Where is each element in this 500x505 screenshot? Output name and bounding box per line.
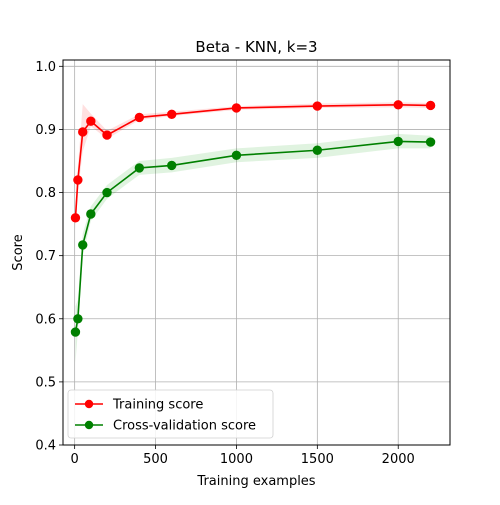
legend-label: Training score xyxy=(112,398,203,413)
axis-ticks: 0 500 1000 1500 2000 0.4 0.5 0.6 0.7 0.8 0.9 1.0 xyxy=(35,60,414,467)
point-series-1 xyxy=(231,150,242,161)
point-series-1 xyxy=(312,145,323,155)
point-series-1 xyxy=(167,160,177,171)
point-series-1 xyxy=(393,136,403,147)
y-tick-label: 0.6 xyxy=(35,312,56,327)
point-series-0 xyxy=(167,109,177,119)
y-tick-label: 0.9 xyxy=(35,123,56,138)
point-series-0 xyxy=(102,130,112,140)
grid xyxy=(63,60,450,446)
point-series-0 xyxy=(425,100,436,111)
point-series-0 xyxy=(231,103,242,113)
point-series-0 xyxy=(70,213,81,223)
point-series-1 xyxy=(86,209,96,219)
x-tick-label: 1000 xyxy=(220,452,253,467)
x-tick-label: 0 xyxy=(71,452,79,467)
point-series-1 xyxy=(425,137,436,147)
point-series-1 xyxy=(70,327,81,337)
legend-label: Cross-validation score xyxy=(113,419,256,434)
y-axis-label: Score xyxy=(11,234,26,270)
y-tick-label: 0.8 xyxy=(35,186,56,201)
point-series-0 xyxy=(86,116,96,126)
point-series-0 xyxy=(78,127,88,137)
series-points xyxy=(70,100,436,337)
y-tick-label: 0.4 xyxy=(35,439,56,454)
point-series-1 xyxy=(102,187,112,198)
point-series-0 xyxy=(73,175,83,185)
point-series-1 xyxy=(134,163,145,173)
x-tick-label: 1500 xyxy=(301,452,334,467)
plot-frame xyxy=(62,59,451,446)
point-series-0 xyxy=(134,112,145,123)
point-series-0 xyxy=(312,101,323,111)
x-tick-label: 500 xyxy=(143,452,168,467)
y-tick-label: 0.7 xyxy=(35,249,56,264)
legend-box xyxy=(67,389,274,439)
x-axis-label: Training examples xyxy=(196,474,315,489)
point-series-1 xyxy=(73,314,83,324)
legend: Training score Cross-validation score xyxy=(67,389,274,439)
y-tick-label: 0.5 xyxy=(35,375,56,390)
point-series-1 xyxy=(78,240,88,250)
point-series-0 xyxy=(393,100,403,110)
chart-title: Beta - KNN, k=3 xyxy=(195,38,317,56)
y-tick-label: 1.0 xyxy=(35,60,56,75)
x-tick-label: 2000 xyxy=(382,452,415,467)
legend-swatch-marker xyxy=(84,420,94,430)
legend-swatch-marker xyxy=(84,399,94,409)
